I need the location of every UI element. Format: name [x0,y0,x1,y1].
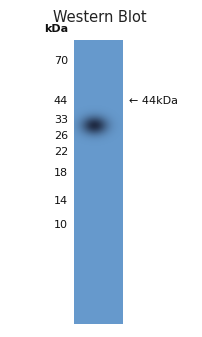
Text: 10: 10 [54,220,68,230]
Text: 44: 44 [54,96,68,106]
Text: 22: 22 [54,147,68,157]
Text: ← 44kDa: ← 44kDa [128,96,177,106]
Text: 70: 70 [54,56,68,66]
Text: kDa: kDa [44,24,68,34]
Text: 14: 14 [54,195,68,206]
Text: 26: 26 [54,131,68,142]
Text: 33: 33 [54,115,68,125]
Text: Western Blot: Western Blot [52,10,146,25]
Text: 18: 18 [54,167,68,178]
